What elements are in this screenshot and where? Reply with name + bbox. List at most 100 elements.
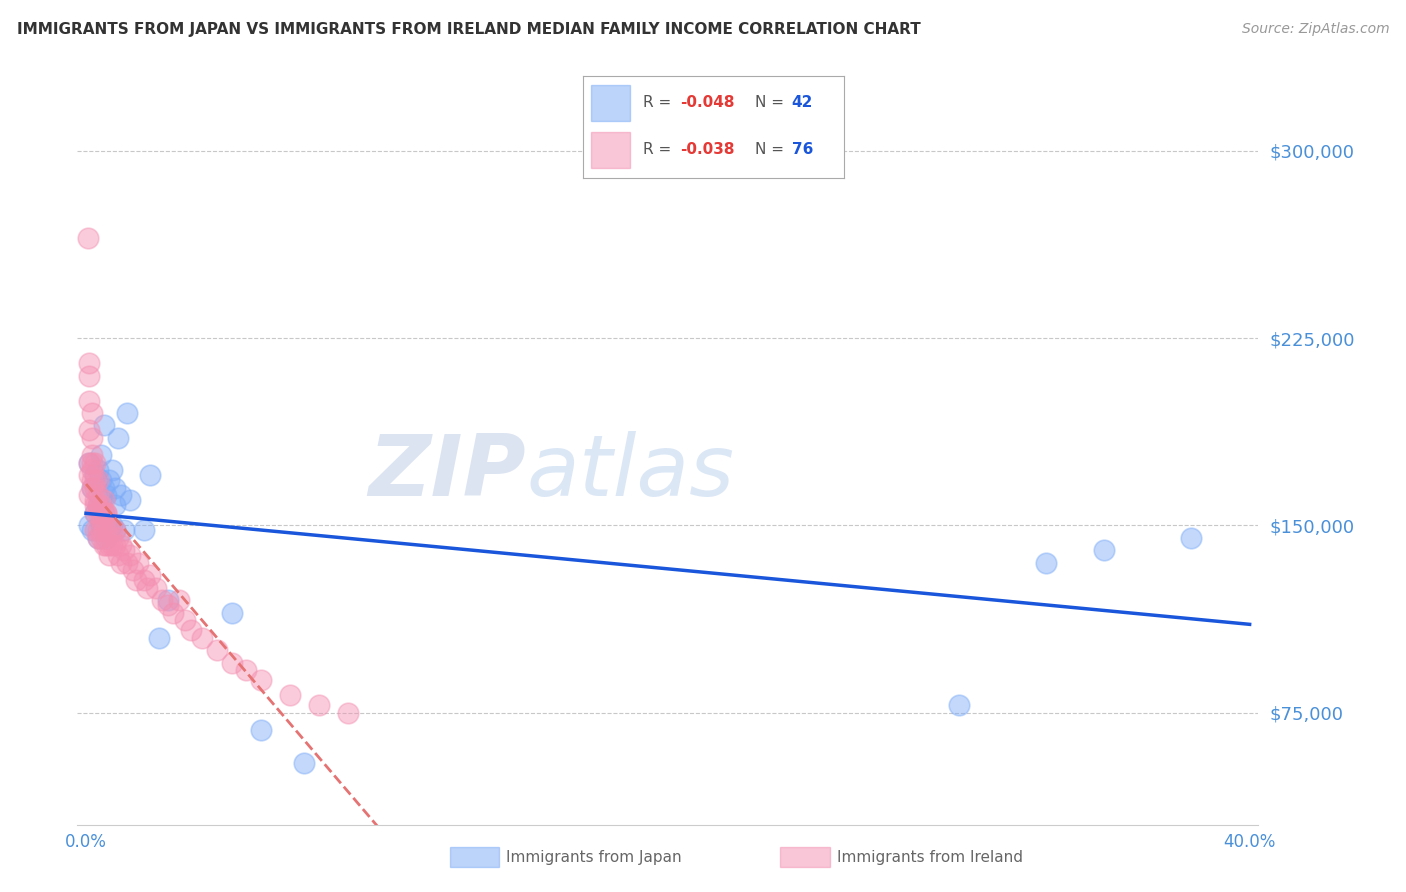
Point bbox=[112, 524, 135, 538]
Point bbox=[90, 449, 112, 463]
Point bbox=[104, 499, 127, 513]
Point bbox=[167, 593, 190, 607]
Point bbox=[96, 524, 118, 538]
Point bbox=[80, 524, 103, 538]
Point bbox=[77, 456, 100, 470]
Point bbox=[93, 524, 115, 538]
Point bbox=[112, 543, 135, 558]
Point bbox=[98, 524, 121, 538]
Point bbox=[115, 556, 138, 570]
Point bbox=[77, 456, 100, 470]
Point bbox=[93, 506, 115, 520]
Point bbox=[249, 723, 271, 738]
Point bbox=[90, 513, 112, 527]
Point bbox=[80, 456, 103, 470]
Point bbox=[180, 624, 202, 638]
Point bbox=[110, 538, 132, 552]
Point bbox=[93, 524, 115, 538]
Point bbox=[96, 506, 118, 520]
Point bbox=[110, 488, 132, 502]
Point bbox=[86, 506, 108, 520]
Point bbox=[156, 599, 179, 613]
Point bbox=[77, 393, 100, 408]
Point bbox=[124, 574, 146, 588]
Point bbox=[83, 499, 105, 513]
Point bbox=[150, 593, 173, 607]
Point bbox=[77, 488, 100, 502]
Point bbox=[83, 456, 105, 470]
Point bbox=[121, 563, 143, 577]
Point bbox=[104, 481, 127, 495]
Point bbox=[90, 524, 112, 538]
Point bbox=[308, 698, 330, 713]
Point bbox=[77, 368, 100, 383]
FancyBboxPatch shape bbox=[592, 85, 630, 121]
Point bbox=[83, 506, 105, 520]
Point bbox=[90, 499, 112, 513]
Point bbox=[83, 493, 105, 508]
Text: Immigrants from Ireland: Immigrants from Ireland bbox=[837, 850, 1022, 864]
Point bbox=[107, 549, 129, 563]
Point bbox=[156, 593, 179, 607]
Text: 42: 42 bbox=[792, 95, 813, 110]
Text: -0.038: -0.038 bbox=[679, 142, 734, 157]
Text: ZIP: ZIP bbox=[368, 432, 526, 515]
Point bbox=[93, 481, 115, 495]
Point bbox=[93, 493, 115, 508]
Point bbox=[136, 581, 159, 595]
Point bbox=[86, 524, 108, 538]
Point bbox=[93, 506, 115, 520]
Point bbox=[83, 468, 105, 483]
Point bbox=[96, 488, 118, 502]
Point bbox=[83, 506, 105, 520]
Point bbox=[101, 518, 124, 533]
Text: N =: N = bbox=[755, 95, 789, 110]
Point bbox=[80, 481, 103, 495]
Point bbox=[98, 524, 121, 538]
Point bbox=[86, 488, 108, 502]
Point bbox=[107, 531, 129, 545]
Point bbox=[77, 468, 100, 483]
Point bbox=[118, 549, 141, 563]
Point bbox=[86, 463, 108, 477]
Point bbox=[80, 463, 103, 477]
Point bbox=[86, 499, 108, 513]
Point bbox=[221, 656, 243, 670]
Text: R =: R = bbox=[644, 142, 676, 157]
Point bbox=[93, 418, 115, 433]
Point bbox=[221, 606, 243, 620]
Point bbox=[86, 474, 108, 488]
Point bbox=[139, 468, 162, 483]
Point bbox=[1180, 531, 1202, 545]
Point bbox=[134, 574, 156, 588]
Point bbox=[139, 568, 162, 582]
Point bbox=[174, 613, 197, 627]
Point bbox=[107, 431, 129, 445]
Point bbox=[98, 549, 121, 563]
Text: Immigrants from Japan: Immigrants from Japan bbox=[506, 850, 682, 864]
Point bbox=[104, 524, 127, 538]
Text: -0.048: -0.048 bbox=[679, 95, 734, 110]
Point bbox=[77, 518, 100, 533]
Point bbox=[101, 524, 124, 538]
Point bbox=[80, 449, 103, 463]
Point bbox=[1035, 556, 1057, 570]
Point bbox=[127, 556, 149, 570]
Point bbox=[110, 556, 132, 570]
Point bbox=[235, 663, 257, 677]
Point bbox=[77, 356, 100, 370]
Point bbox=[96, 531, 118, 545]
Point bbox=[148, 631, 170, 645]
Point bbox=[134, 524, 156, 538]
Point bbox=[104, 524, 127, 538]
Point bbox=[80, 406, 103, 420]
Point bbox=[205, 643, 228, 657]
Point bbox=[90, 518, 112, 533]
Point bbox=[162, 606, 184, 620]
Point bbox=[336, 706, 359, 720]
Text: N =: N = bbox=[755, 142, 789, 157]
Point bbox=[80, 481, 103, 495]
Text: atlas: atlas bbox=[526, 432, 734, 515]
FancyBboxPatch shape bbox=[592, 132, 630, 168]
Text: Source: ZipAtlas.com: Source: ZipAtlas.com bbox=[1241, 22, 1389, 37]
